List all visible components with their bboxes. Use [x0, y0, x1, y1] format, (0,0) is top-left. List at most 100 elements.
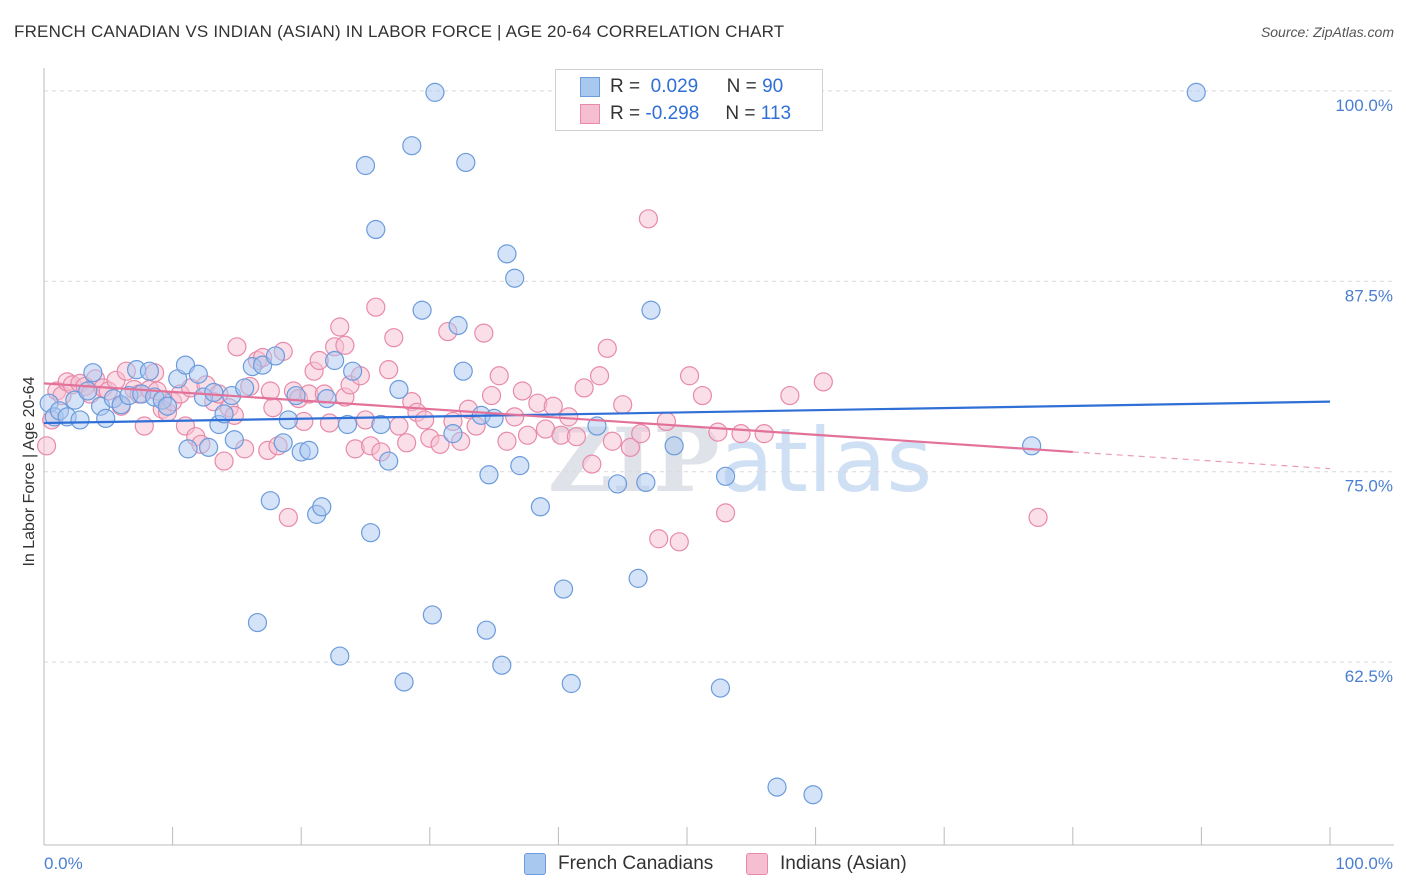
- legend-n-value: 90: [762, 76, 784, 97]
- indian-asian-trendline-extension: [1072, 451, 1331, 470]
- french-canadian-point: [299, 440, 319, 461]
- indian-asian-point: [345, 439, 365, 459]
- indian-asian-point: [330, 317, 350, 337]
- indian-asian-point: [481, 385, 502, 406]
- correlation-legend: R = 0.029 N = 90 R = -0.298 N = 113: [555, 69, 823, 131]
- indian-asian-point: [638, 209, 659, 229]
- french-canadian-point: [312, 497, 332, 517]
- legend-row-indians-asian: R = -0.298 N = 113: [580, 102, 791, 126]
- french-canadian-point: [448, 315, 468, 336]
- french-canadian-point: [530, 497, 550, 517]
- indian-asian-point: [430, 434, 450, 454]
- french-canadian-point: [157, 396, 178, 416]
- indian-asian-point: [366, 297, 386, 317]
- indian-asian-point: [379, 360, 399, 380]
- french-canadian-point: [497, 244, 517, 264]
- indian-asian-point: [517, 425, 538, 445]
- indian-asian-point: [263, 398, 283, 418]
- french-canadian-point: [139, 361, 160, 381]
- chart-title: FRENCH CANADIAN VS INDIAN (ASIAN) IN LAB…: [14, 22, 785, 41]
- source-label: Source: ZipAtlas.com: [1260, 24, 1394, 40]
- french-canadian-point: [199, 437, 219, 457]
- indian-asian-point: [227, 337, 247, 357]
- indian-asian-point: [669, 532, 689, 552]
- indian-asian-point: [613, 395, 633, 415]
- french-canadian-point: [664, 436, 684, 456]
- legend-swatch-blue: [580, 77, 600, 97]
- french-canadian-point: [553, 579, 574, 599]
- axis-layer: [43, 68, 1394, 846]
- french-canadian-point: [325, 350, 345, 371]
- points-layer: [36, 79, 1206, 805]
- french-canadian-point: [379, 451, 399, 471]
- french-canadian-point: [402, 136, 422, 156]
- indian-asian-point: [384, 328, 404, 348]
- legend-r-label: R =: [610, 76, 641, 97]
- french-canadian-point: [96, 408, 116, 429]
- legend-n-label: N =: [725, 103, 756, 124]
- indian-asian-point: [335, 335, 355, 355]
- indian-asian-point: [1028, 507, 1048, 528]
- indian-asian-point: [754, 424, 774, 444]
- french-canadian-point: [453, 361, 473, 381]
- bottom-legend-swatch-blue: [524, 853, 546, 875]
- indian-asian-point: [631, 424, 651, 444]
- indian-asian-point: [566, 427, 587, 447]
- french-canadian-point: [371, 414, 391, 435]
- french-canadian-point: [1186, 82, 1206, 102]
- french-canadian-point: [214, 404, 234, 424]
- indian-asian-point: [574, 378, 594, 398]
- french-canadian-point: [265, 346, 286, 366]
- french-canadian-point: [607, 474, 628, 494]
- x-tick-label: 100.0%: [1335, 854, 1393, 873]
- watermark: ZIPatlas: [548, 408, 932, 512]
- indian-asian-point: [715, 503, 736, 523]
- french-canadian-point: [510, 456, 530, 476]
- indian-asian-point: [708, 422, 728, 442]
- grid-layer: [44, 90, 1394, 663]
- bottom-legend-indians-asian: Indians (Asian): [746, 851, 907, 877]
- bottom-legend-label: French Canadians: [558, 853, 714, 874]
- french-canadian-point: [83, 363, 103, 383]
- french-canadian-point: [492, 655, 512, 675]
- french-canadian-trendline: [43, 400, 1331, 425]
- bottom-legend-swatch-pink: [746, 853, 768, 875]
- french-canadian-point: [476, 620, 496, 640]
- indian-asian-point: [649, 529, 669, 549]
- indian-asian-point: [528, 393, 548, 413]
- french-canadian-point: [355, 155, 376, 176]
- indian-asian-point: [589, 366, 610, 386]
- french-canadian-point: [710, 678, 731, 698]
- french-canadian-point: [78, 381, 98, 401]
- indian-asian-point: [497, 431, 517, 451]
- french-canadian-point: [1022, 436, 1042, 456]
- y-tick-label: 87.5%: [1345, 286, 1393, 305]
- indian-asian-point: [214, 451, 234, 471]
- indian-asian-point: [780, 385, 800, 406]
- bottom-legend-label: Indians (Asian): [780, 853, 907, 874]
- french-canadian-point: [425, 82, 445, 102]
- french-canadian-point: [456, 152, 476, 173]
- indian-asian-point: [489, 366, 509, 386]
- watermark-zip: ZIP: [548, 408, 720, 512]
- indian-asian-point: [582, 454, 602, 474]
- indian-asian-point: [278, 507, 298, 528]
- french-canadian-point: [767, 777, 787, 797]
- french-canadian-point: [641, 300, 661, 320]
- french-canadian-point: [260, 491, 280, 511]
- indian-asian-point: [597, 338, 617, 358]
- label-layer: 100.0% 87.5% 75.0% 62.5% 0.0% 100.0% In Labor …: [21, 96, 1393, 873]
- legend-row-french-canadians: R = 0.029 N = 90: [580, 75, 783, 99]
- indian-asian-point: [512, 381, 532, 401]
- indian-asian-point: [415, 410, 435, 430]
- y-tick-label: 62.5%: [1345, 667, 1393, 686]
- indian-asian-point: [731, 424, 751, 444]
- french-canadian-point: [224, 430, 244, 450]
- legend-r-label: R =: [610, 103, 641, 124]
- french-canadian-point: [628, 568, 648, 588]
- indian-asian-point: [260, 381, 280, 401]
- indian-asian-point: [543, 396, 563, 416]
- indian-asian-point: [397, 433, 417, 453]
- y-tick-label: 75.0%: [1345, 477, 1393, 496]
- french-canadian-point: [443, 424, 463, 444]
